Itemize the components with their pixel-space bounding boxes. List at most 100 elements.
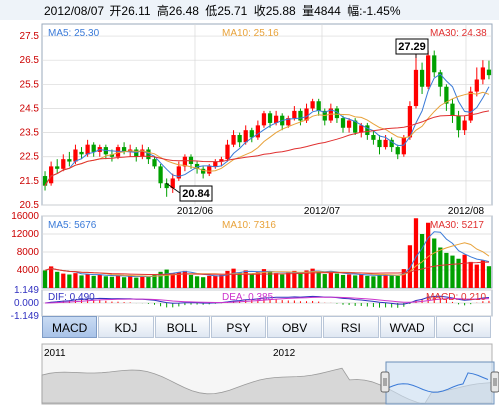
candle-body <box>383 139 388 148</box>
candle-body <box>474 79 479 92</box>
volume-bar <box>468 261 473 288</box>
candle-body <box>316 101 321 111</box>
volume-bar <box>176 272 181 288</box>
volume-bar <box>401 269 406 288</box>
volume-y-tick: 8000 <box>17 247 40 258</box>
candle-body <box>79 151 84 155</box>
volume-bar <box>310 268 315 288</box>
volume-bar <box>480 260 486 288</box>
candle-body <box>462 120 467 131</box>
volume-bar <box>304 270 309 288</box>
price-legend-ma10: MA10: 25.16 <box>222 28 279 39</box>
volume-bar <box>146 276 151 288</box>
price-moving-averages <box>44 73 490 186</box>
ma10-line <box>44 91 490 186</box>
volume-bar <box>292 270 297 288</box>
volume-bar <box>121 277 127 288</box>
tab-wvad[interactable]: WVAD <box>379 316 435 338</box>
volume-bar <box>261 269 267 288</box>
navigator-label-2012: 2012 <box>273 348 296 359</box>
price-y-tick: 23.5 <box>20 128 40 139</box>
tab-boll[interactable]: BOLL <box>154 316 210 338</box>
candle-body <box>170 178 175 189</box>
macd-y-tick: 0.000 <box>14 298 39 309</box>
candle-body <box>359 125 364 133</box>
candle-body <box>182 156 188 167</box>
candle-body <box>286 118 291 126</box>
candle-body <box>419 69 425 87</box>
volume-bar <box>128 276 133 288</box>
ma5-line <box>44 73 490 186</box>
volume-bar <box>438 247 443 288</box>
candle-body <box>237 135 242 143</box>
tab-rsi[interactable]: RSI <box>323 316 379 338</box>
volume-bar <box>322 274 327 288</box>
volume-bar <box>359 274 364 288</box>
volume-bar <box>158 271 163 288</box>
navigator-label-2011: 2011 <box>44 348 66 359</box>
navigator-selection[interactable] <box>385 361 495 405</box>
navigator-selected-series <box>387 372 489 393</box>
candle-body <box>67 159 72 162</box>
x-tick-jun: 2012/06 <box>177 206 214 217</box>
price-legend-ma30: MA30: 24.38 <box>430 28 487 39</box>
volume-moving-averages <box>44 231 490 278</box>
volume-bar <box>346 274 352 288</box>
candle-body <box>273 115 279 123</box>
volume-bar <box>219 274 224 288</box>
volume-legend-ma10: MA10: 7316 <box>222 220 276 231</box>
price-y-tick: 20.5 <box>20 200 40 211</box>
candle-body <box>377 139 382 148</box>
volume-bar <box>377 274 382 288</box>
x-tick-jul: 2012/07 <box>304 206 341 217</box>
volume-bar <box>432 238 437 288</box>
volume-bar <box>371 276 376 288</box>
volume-bar <box>267 271 273 288</box>
candle-body <box>55 166 60 169</box>
candle-body <box>140 149 145 157</box>
tab-macd[interactable]: MACD <box>42 316 98 338</box>
candle-body <box>432 55 437 73</box>
candle-body <box>346 120 352 128</box>
macd-legend-dea: DEA: 0.385 <box>222 292 274 303</box>
volume-bar <box>389 275 394 288</box>
price-legend-ma5: MA5: 25.30 <box>48 28 100 39</box>
candle-body <box>371 135 376 140</box>
navigator-left-handle[interactable] <box>380 371 390 393</box>
volume-y-axis: 16000 12000 8000 4000 <box>11 211 39 276</box>
volume-bar <box>340 274 346 288</box>
candle-body <box>304 108 309 121</box>
candle-body <box>365 125 370 136</box>
candle-body <box>42 176 48 186</box>
tab-cci[interactable]: CCI <box>435 316 491 338</box>
candle-body <box>73 149 78 162</box>
candle-body <box>61 159 66 169</box>
volume-legend-ma5: MA5: 5676 <box>48 220 97 231</box>
tab-obv[interactable]: OBV <box>267 316 323 338</box>
candle-body <box>480 67 486 80</box>
candle-body <box>152 159 157 167</box>
ma30-line <box>44 110 490 186</box>
volume-bar <box>115 274 121 288</box>
candle-body <box>438 72 443 87</box>
high-callout: 27.29 <box>395 38 429 58</box>
low-label: 20.84 <box>182 188 210 200</box>
tab-psy[interactable]: PSY <box>210 316 266 338</box>
volume-bar <box>164 269 169 288</box>
volume-bar <box>97 274 102 288</box>
volume-bar <box>328 271 333 288</box>
candle-body <box>213 161 218 167</box>
macd-y-tick: 1.149 <box>14 285 39 296</box>
volume-bar <box>91 275 96 288</box>
candle-body <box>310 101 315 109</box>
candle-body <box>201 168 206 174</box>
low-callout: 20.84 <box>165 182 213 202</box>
navigator-right-handle[interactable] <box>490 371 499 393</box>
tab-kdj[interactable]: KDJ <box>98 316 154 338</box>
volume-bar <box>249 274 254 288</box>
volume-ma30-line <box>44 261 490 275</box>
candle-body <box>176 166 181 179</box>
volume-bar <box>474 264 479 288</box>
volume-bar <box>395 275 400 288</box>
